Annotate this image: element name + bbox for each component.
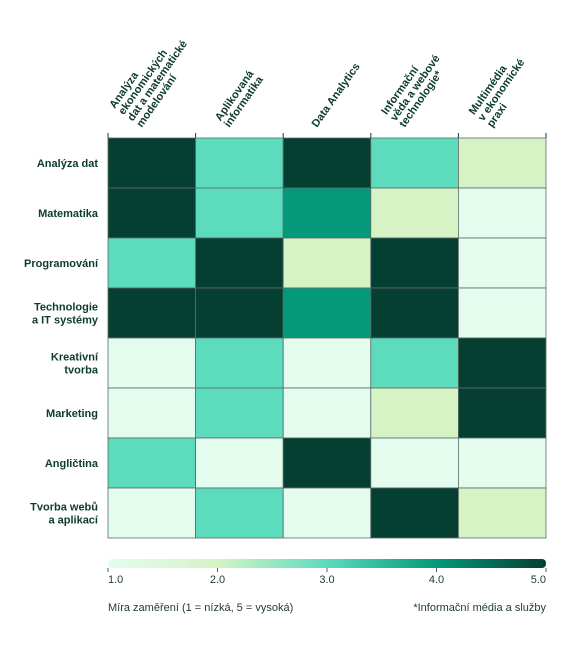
row-label-line: Programování (24, 258, 99, 270)
column-label: Data Analytics (310, 61, 363, 130)
heatmap-cell (107, 237, 196, 289)
row-label: Marketing (46, 408, 98, 420)
colorbar-tick-label: 5.0 (531, 574, 546, 586)
row-label-line: Angličtina (45, 458, 99, 470)
heatmap-cell (457, 237, 547, 289)
heatmap-cell (195, 387, 284, 439)
column-label-line: Data Analytics (310, 61, 363, 130)
heatmap-cell (282, 487, 372, 539)
heatmap-cell (195, 437, 284, 489)
row-label-line: tvorba (64, 365, 99, 377)
colorbar-tick-label: 4.0 (429, 574, 444, 586)
row-label: Programování (24, 258, 99, 270)
heatmap-cell (370, 187, 459, 239)
heatmap-cell (457, 187, 547, 239)
row-label-line: Matematika (38, 208, 99, 220)
heatmap-cell (370, 137, 459, 189)
row-label-line: a aplikací (48, 515, 98, 527)
heatmap-cell (370, 387, 459, 439)
column-label: Analýzaekonomickýchdat a matematickémode… (107, 26, 199, 130)
heatmap-cell (107, 337, 196, 389)
column-label: Informačnívěda a webovétechnologie* (379, 47, 451, 130)
heatmap-cell (282, 387, 372, 439)
heatmap-cell (457, 487, 547, 539)
column-label: Aplikovanáinformatika (213, 67, 266, 129)
heatmap-cell (457, 137, 547, 189)
heatmap-cells (107, 133, 547, 539)
heatmap-cell (195, 487, 284, 539)
heatmap-cell (195, 287, 284, 339)
colorbar-tick-label: 2.0 (210, 574, 225, 586)
heatmap-cell (282, 237, 372, 289)
colorbar (108, 559, 546, 568)
legend-label: Míra zaměření (1 = nízká, 5 = vysoká) (108, 602, 293, 614)
heatmap-cell (282, 437, 372, 489)
row-label-line: Technologie (34, 302, 98, 314)
column-label: Multimédiav ekonomicképraxi (467, 51, 537, 130)
row-label: Matematika (38, 208, 99, 220)
heatmap-cell (195, 237, 284, 289)
colorbar-tick-label: 1.0 (108, 574, 123, 586)
heatmap-cell (457, 387, 547, 439)
heatmap-cell (457, 337, 547, 389)
row-label-line: Tvorba webů (30, 502, 98, 514)
heatmap-cell (282, 187, 372, 239)
heatmap-cell (457, 287, 547, 339)
row-label-line: a IT systémy (32, 315, 99, 327)
heatmap-cell (107, 437, 196, 489)
row-label: Technologie a IT systémy (32, 302, 99, 327)
heatmap-cell (107, 387, 196, 439)
heatmap-cell (457, 437, 547, 489)
row-label: Kreativní tvorba (51, 352, 99, 377)
heatmap-cell (370, 237, 459, 289)
row-label: Analýza dat (37, 158, 98, 170)
heatmap-cell (195, 337, 284, 389)
heatmap-cell (107, 187, 196, 239)
colorbar-gradient (108, 559, 546, 568)
footnote: *Informační média a služby (413, 602, 546, 614)
heatmap-cell (370, 487, 459, 539)
row-label: Tvorba webů a aplikací (30, 502, 99, 527)
row-label-line: Marketing (46, 408, 98, 420)
heatmap-cell (107, 137, 196, 189)
heatmap-cell (282, 137, 372, 189)
heatmap-cell (370, 437, 459, 489)
row-label-line: Analýza dat (37, 158, 98, 170)
heatmap-cell (370, 287, 459, 339)
column-labels: Analýzaekonomickýchdat a matematickémode… (107, 26, 537, 130)
heatmap-cell (195, 137, 284, 189)
heatmap-cell (282, 337, 372, 389)
row-label-line: Kreativní (51, 352, 99, 364)
heatmap-cell (107, 487, 196, 539)
heatmap-cell (282, 287, 372, 339)
colorbar-ticks: 1.0 2.0 3.0 4.0 5.0 (107, 568, 547, 586)
heatmap-cell (370, 337, 459, 389)
heatmap-cell (195, 187, 284, 239)
row-labels: Analýza dat Matematika Programování Technol… (24, 158, 99, 527)
row-label: Angličtina (45, 458, 99, 470)
colorbar-tick-label: 3.0 (319, 574, 334, 586)
heatmap-cell (107, 287, 196, 339)
